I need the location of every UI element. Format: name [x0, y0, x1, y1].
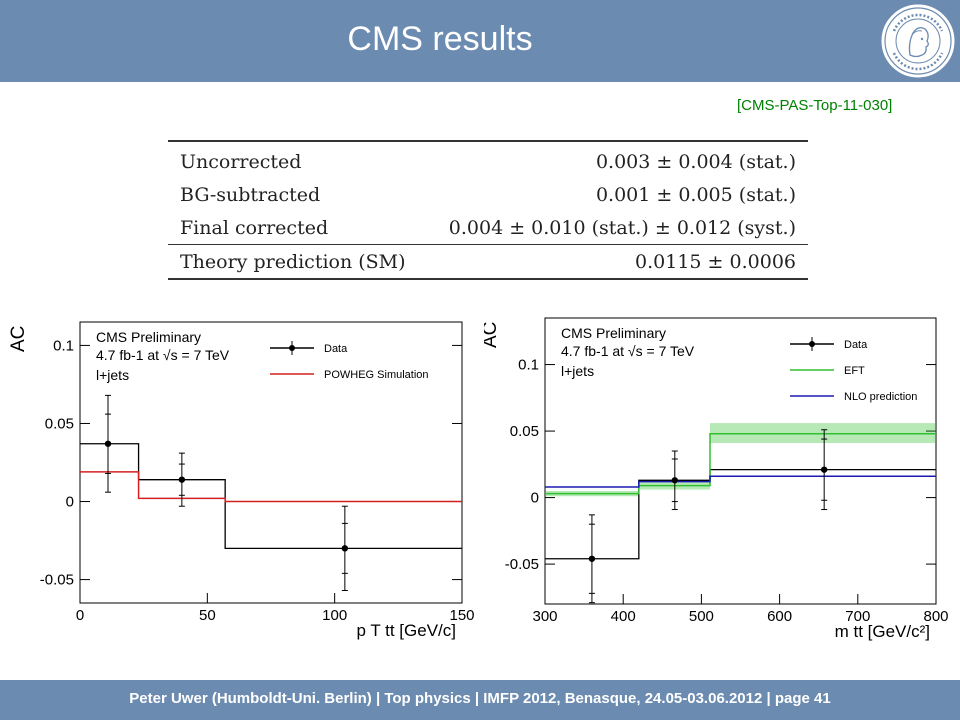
x-tick-label: 0: [76, 607, 84, 624]
channel-label: l+jets: [561, 363, 594, 379]
table-row: Final corrected 0.004 ± 0.010 (stat.) ± …: [168, 211, 808, 245]
data-point: [178, 476, 186, 483]
y-tick-label: 0: [66, 494, 74, 511]
x-tick-label: 400: [611, 608, 636, 625]
table-row: BG-subtracted 0.001 ± 0.005 (stat.): [168, 178, 808, 211]
x-tick-label: 300: [532, 608, 557, 625]
row-value: 0.001 ± 0.005 (stat.): [595, 183, 796, 206]
y-axis-label: AC: [8, 326, 29, 352]
y-tick-label: -0.05: [40, 572, 74, 589]
x-axis-label: p T tt [GeV/c]: [356, 621, 456, 640]
y-tick-label: 0: [531, 490, 539, 507]
row-value: 0.003 ± 0.004 (stat.): [425, 140, 808, 178]
row-label: Final corrected: [180, 216, 329, 239]
row-value: 0.004 ± 0.010 (stat.) ± 0.012 (syst.): [448, 216, 796, 239]
y-tick-label: 0.05: [45, 415, 74, 432]
humboldt-university-seal-icon: [881, 4, 955, 78]
x-tick-label: 100: [322, 607, 347, 624]
legend-marker: [289, 345, 295, 351]
results-table: Uncorrected 0.003 ± 0.004 (stat.) BG-sub…: [168, 140, 808, 280]
data-point: [671, 477, 679, 484]
slide-footer: Peter Uwer (Humboldt-Uni. Berlin) | Top …: [0, 680, 960, 720]
asymmetry-vs-pt-chart: 0.1 0.05 0 -0.05 0 50 100 150 AC p T tt [GeV/c] CM…: [8, 321, 475, 640]
row-value: 0.0115 ± 0.0006: [425, 244, 808, 280]
reference-label: [CMS-PAS-Top-11-030]: [737, 97, 893, 114]
x-tick-label: 800: [923, 608, 948, 625]
plot-frame: [79, 321, 463, 604]
table-row: Theory prediction (SM) 0.0115 ± 0.0006: [168, 244, 808, 280]
data-point: [820, 466, 828, 473]
legend-label: NLO prediction: [844, 391, 917, 403]
data-point: [588, 555, 596, 562]
legend-label: EFT: [844, 365, 865, 377]
experiment-label: CMS Preliminary: [96, 329, 201, 345]
asymmetry-vs-mass-chart: 0.1 0.05 0 -0.05 300 400 500 600 700 800 AC m tt [G…: [484, 317, 949, 641]
x-tick-label: 150: [449, 607, 474, 624]
footer-text: Peter Uwer (Humboldt-Uni. Berlin) | Top …: [129, 690, 831, 707]
x-tick-label: 50: [199, 607, 216, 624]
x-tick-label: 600: [767, 608, 792, 625]
data-point: [341, 545, 349, 552]
legend-marker: [809, 341, 815, 347]
x-axis-label: m tt [GeV/c²]: [835, 622, 930, 641]
y-tick-label: -0.05: [505, 556, 539, 573]
y-tick-label: 0.1: [53, 337, 74, 354]
legend-label: POWHEG Simulation: [324, 369, 429, 381]
x-tick-label: 700: [845, 608, 870, 625]
luminosity-label: 4.7 fb-1 at √s = 7 TeV: [561, 343, 695, 359]
plot-frame: [544, 317, 937, 605]
y-tick-label: 0.05: [510, 423, 539, 440]
x-tick-label: 500: [689, 608, 714, 625]
row-label: Theory prediction (SM): [168, 244, 426, 280]
slide-header: CMS results: [0, 0, 960, 82]
experiment-label: CMS Preliminary: [561, 325, 666, 341]
legend-label: Data: [844, 339, 868, 351]
legend-label: Data: [324, 343, 348, 355]
luminosity-label: 4.7 fb-1 at √s = 7 TeV: [96, 347, 230, 363]
slide-title: CMS results: [347, 20, 533, 58]
row-label: BG-subtracted: [180, 183, 321, 206]
channel-label: l+jets: [96, 367, 129, 383]
y-tick-label: 0.1: [518, 357, 539, 374]
row-label: Uncorrected: [168, 140, 426, 178]
table-row: Uncorrected 0.003 ± 0.004 (stat.): [168, 140, 808, 178]
data-point: [104, 440, 112, 447]
y-axis-label: AC: [484, 322, 501, 348]
